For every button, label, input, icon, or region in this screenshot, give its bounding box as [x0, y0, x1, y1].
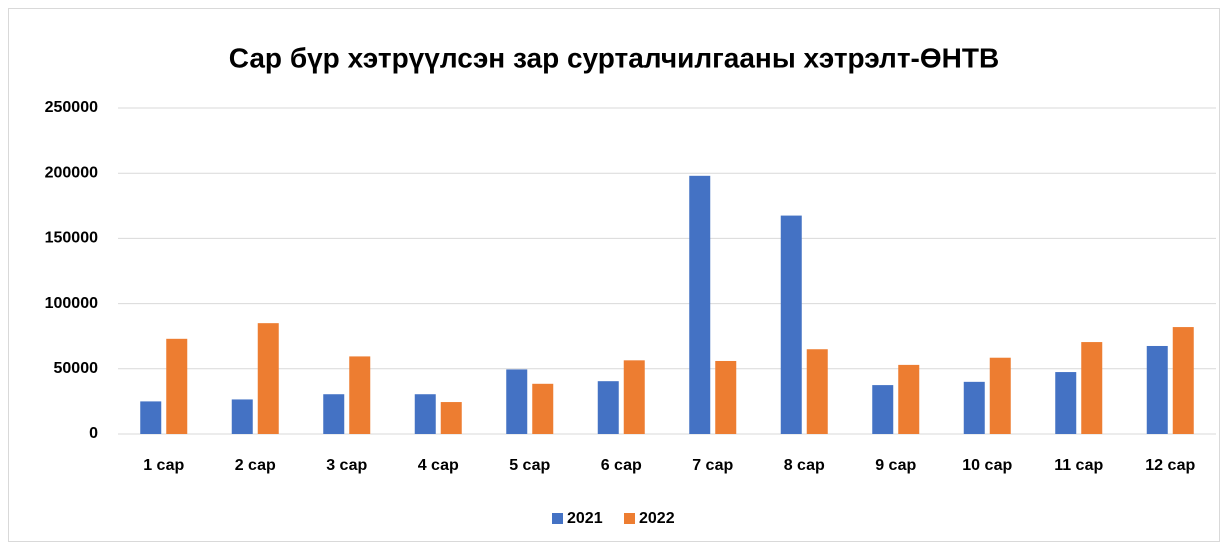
x-tick-label: 9 сар — [875, 457, 916, 474]
legend-swatch — [624, 513, 635, 524]
y-tick-label: 250000 — [45, 99, 98, 116]
bar — [1172, 327, 1194, 434]
bar — [257, 323, 279, 434]
bar — [231, 399, 253, 434]
legend-label: 2021 — [567, 510, 603, 527]
bar — [1081, 342, 1103, 434]
x-tick-label: 12 сар — [1145, 457, 1195, 474]
chart-frame — [8, 8, 1220, 542]
x-tick-label: 8 сар — [784, 457, 825, 474]
x-tick-label: 10 сар — [962, 457, 1012, 474]
y-tick-label: 0 — [89, 425, 98, 442]
bar — [506, 369, 528, 434]
x-tick-label: 4 сар — [418, 457, 459, 474]
y-tick-label: 50000 — [54, 360, 99, 377]
bar — [440, 402, 462, 434]
y-tick-label: 150000 — [45, 230, 98, 247]
x-tick-label: 7 сар — [692, 457, 733, 474]
x-tick-label: 1 сар — [143, 457, 184, 474]
x-tick-label: 6 сар — [601, 457, 642, 474]
bar — [140, 401, 162, 434]
y-tick-label: 200000 — [45, 164, 98, 181]
bar — [323, 394, 345, 434]
bar — [963, 381, 985, 434]
bar — [806, 349, 828, 434]
bar — [532, 383, 554, 434]
bar — [872, 385, 894, 434]
bar — [166, 338, 188, 434]
legend-label: 2022 — [639, 510, 675, 527]
bar — [689, 175, 711, 435]
legend-swatch — [552, 513, 563, 524]
bar — [715, 360, 737, 434]
x-tick-label: 2 сар — [235, 457, 276, 474]
bar — [780, 215, 802, 434]
bar — [623, 360, 645, 434]
x-tick-label: 3 сар — [326, 457, 367, 474]
y-tick-label: 100000 — [45, 295, 98, 312]
bar — [349, 356, 371, 434]
chart-title: Сар бүр хэтрүүлсэн зар сурталчилгааны хэ… — [229, 42, 999, 73]
x-tick-label: 5 сар — [509, 457, 550, 474]
bar — [597, 381, 619, 434]
bar — [1055, 372, 1077, 434]
bar — [898, 364, 920, 434]
bar — [989, 357, 1011, 434]
bar — [1146, 345, 1168, 434]
bar — [414, 394, 436, 434]
x-tick-label: 11 сар — [1054, 457, 1103, 474]
